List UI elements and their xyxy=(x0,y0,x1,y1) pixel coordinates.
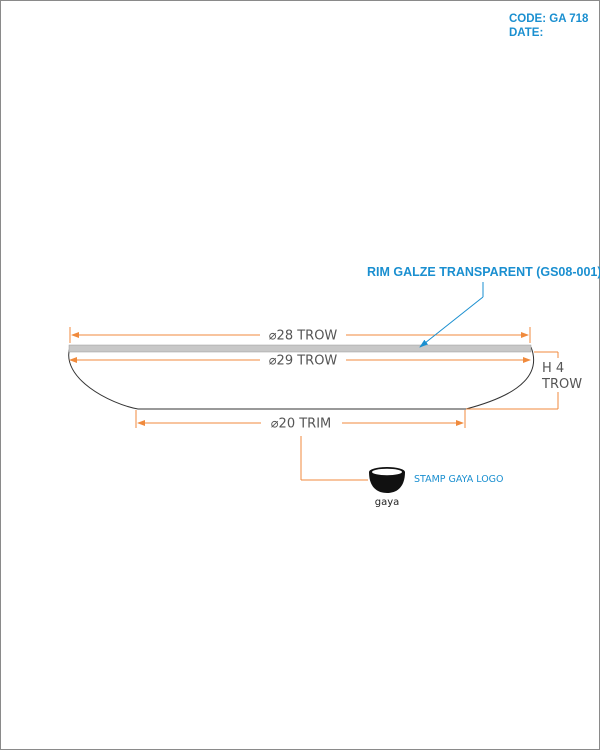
base-dimension-label: ⌀20 TRIM xyxy=(271,417,332,432)
rim-inner-dimension-label: ⌀28 TROW xyxy=(269,329,338,344)
gaya-logo-text: gaya xyxy=(375,497,400,508)
stamp-callout-label: STAMP GAYA LOGO xyxy=(414,474,504,485)
height-label-line1: H 4 xyxy=(542,361,564,376)
height-dimension: H 4 TROW xyxy=(466,351,586,410)
rim-glaze-callout-label: RIM GALZE TRANSPARENT (GS08-001) xyxy=(367,265,600,279)
base-dimension: ⌀20 TRIM xyxy=(135,410,466,432)
code-label: CODE: GA 718 xyxy=(509,13,589,25)
title-block: CODE: GA 718 DATE: xyxy=(509,12,588,40)
gaya-bowl-icon xyxy=(369,472,405,493)
rim-inner-dimension: ⌀28 TROW xyxy=(69,327,531,344)
stamp-leader xyxy=(300,436,368,481)
rim-outer-dimension: ⌀29 TROW xyxy=(69,354,531,369)
rim-glaze-band xyxy=(68,344,532,353)
gaya-logo: gaya xyxy=(369,467,405,508)
date-label: DATE: xyxy=(509,27,544,39)
height-label-line2: TROW xyxy=(541,377,582,392)
rim-glaze-callout: RIM GALZE TRANSPARENT (GS08-001) xyxy=(367,265,600,348)
rim-outer-dimension-label: ⌀29 TROW xyxy=(269,354,338,369)
